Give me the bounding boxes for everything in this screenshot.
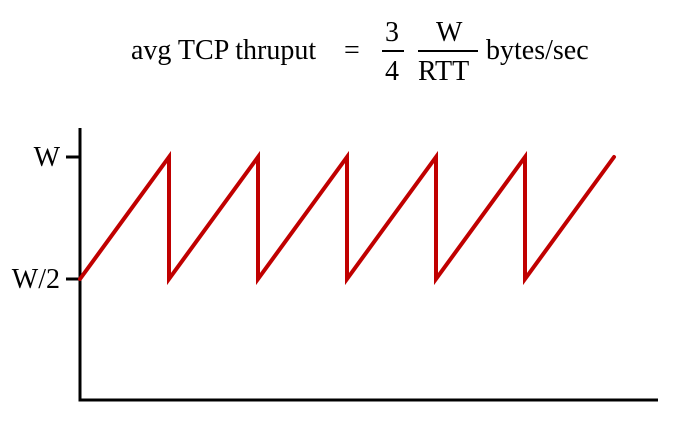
fraction2-denominator: RTT: [418, 56, 470, 87]
axes: [78, 128, 658, 402]
fraction1-bar: [382, 50, 404, 52]
fraction1-denominator: 4: [385, 56, 399, 87]
throughput-formula: avg TCP thruput = 3 4 W RTT bytes/sec: [0, 0, 686, 100]
sawtooth-line: [78, 150, 616, 286]
fraction2-numerator: W: [436, 17, 463, 48]
y-tick-label: W/2: [12, 264, 60, 295]
formula-lhs: avg TCP thruput: [131, 35, 317, 66]
fraction1-numerator: 3: [385, 17, 399, 48]
formula-units: bytes/sec: [486, 35, 589, 66]
y-ticks: W W/2: [12, 142, 80, 295]
y-tick-label: W: [34, 142, 61, 173]
series-group: [78, 150, 616, 286]
fraction2-bar: [418, 50, 478, 52]
formula-equals: =: [344, 35, 360, 66]
